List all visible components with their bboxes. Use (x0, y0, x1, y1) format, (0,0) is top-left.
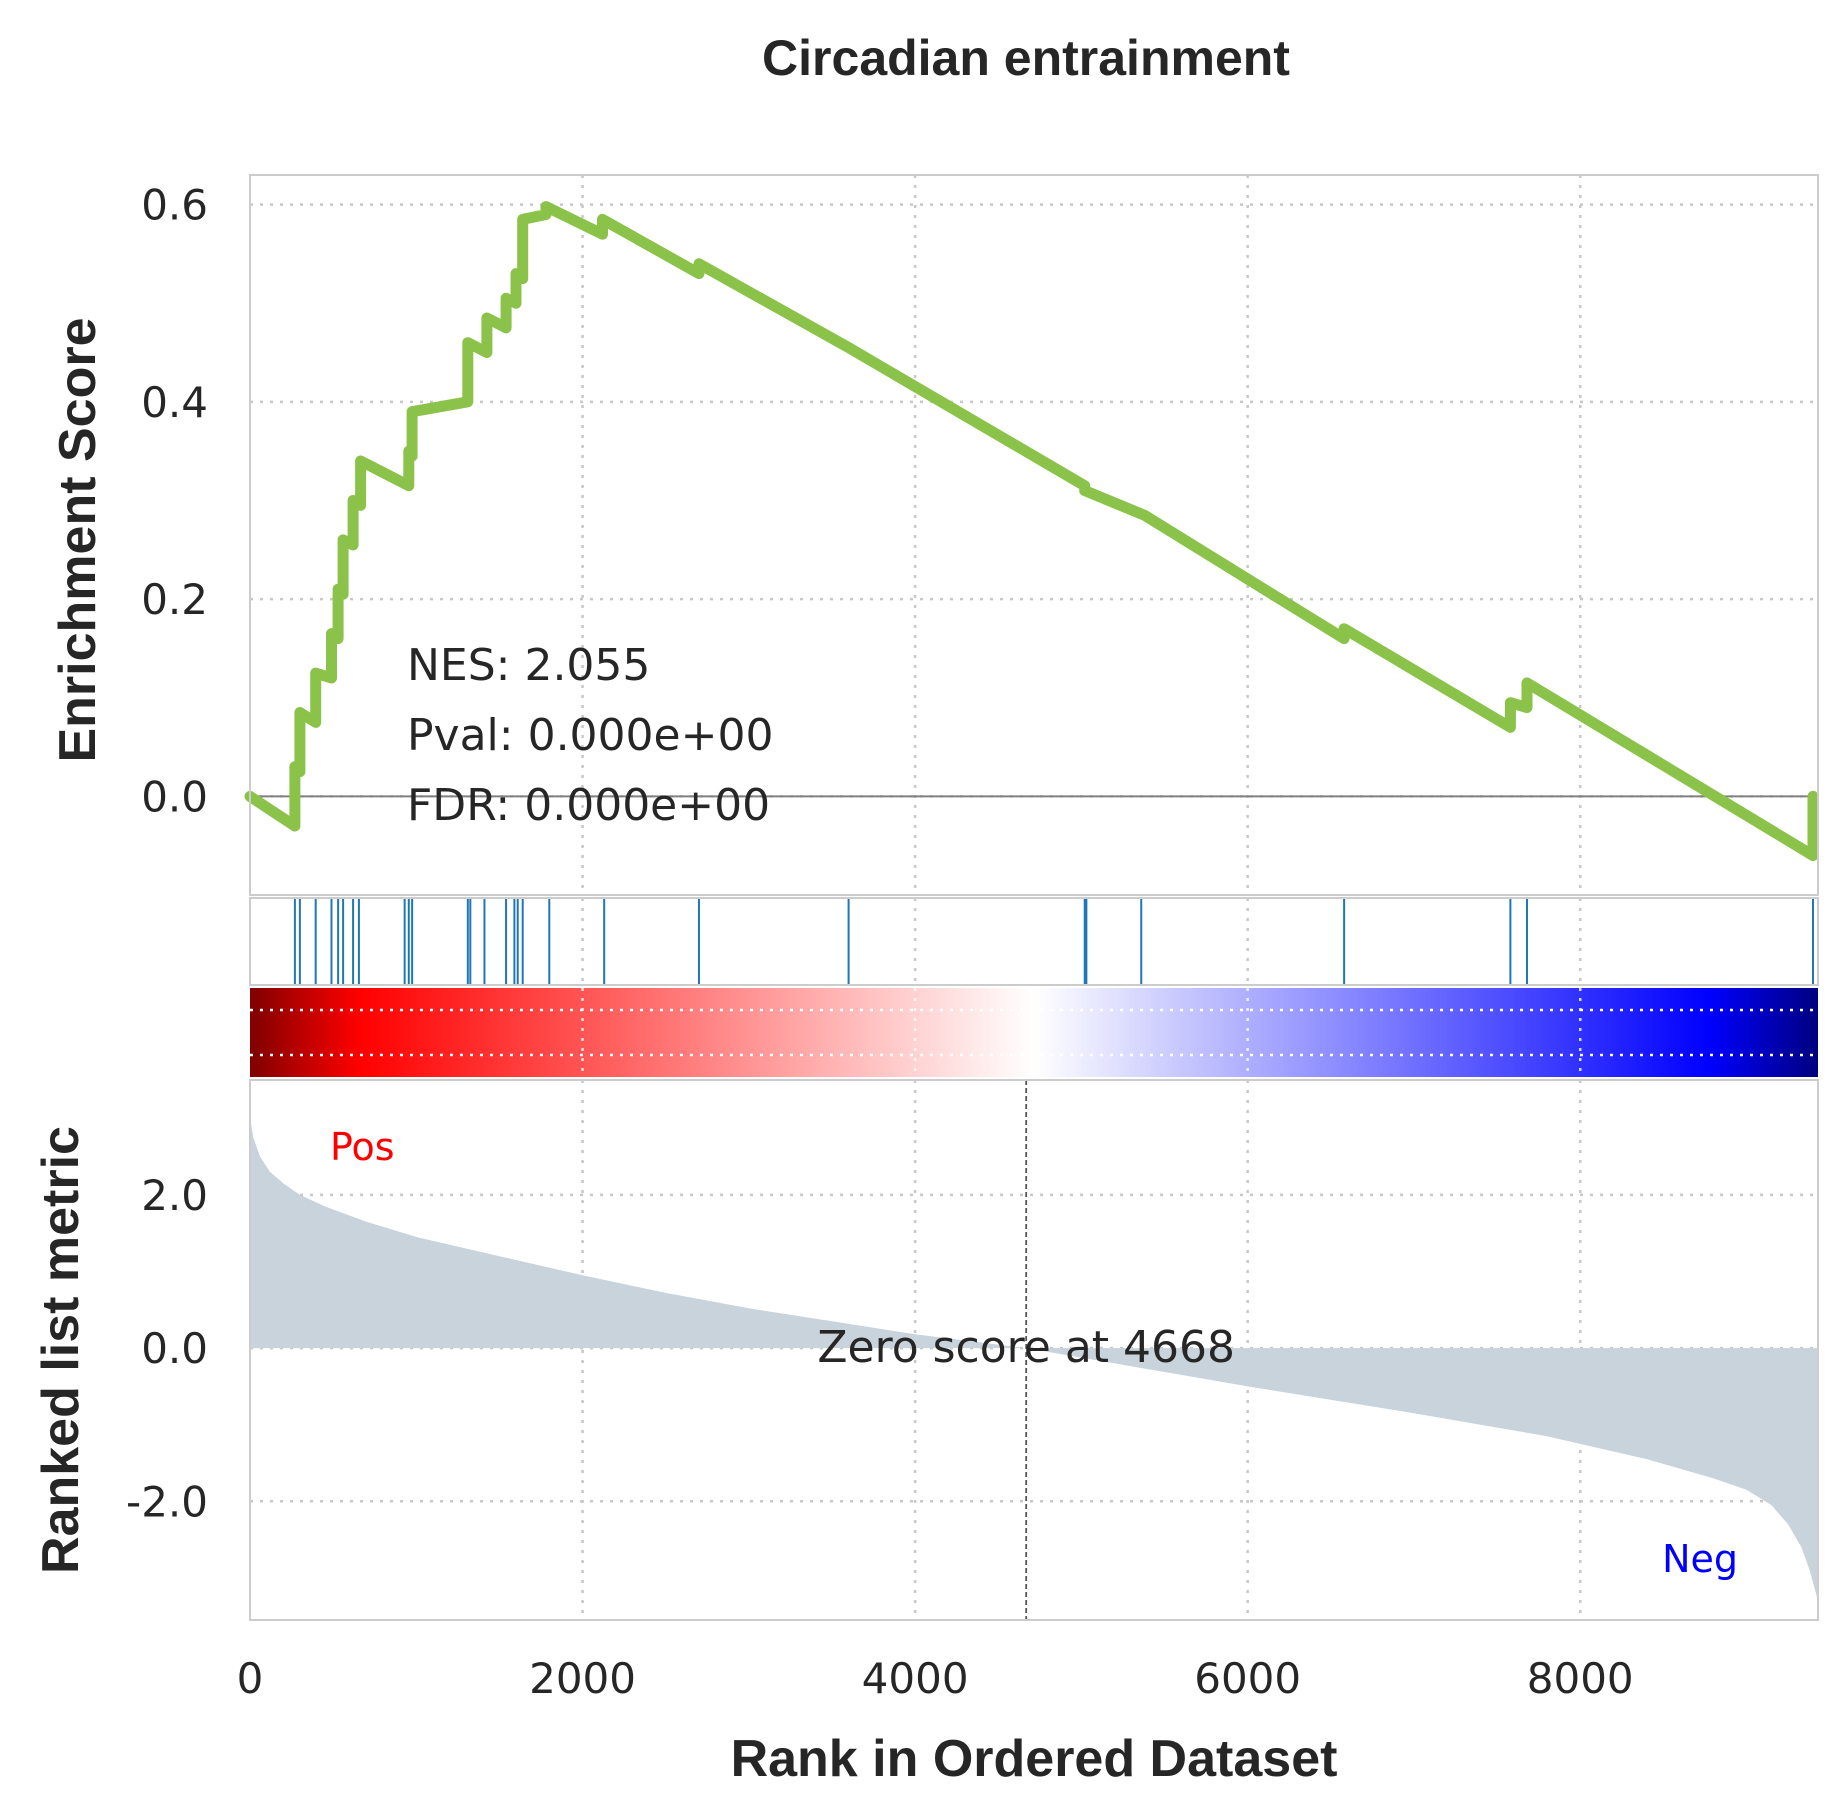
ranked-y-tick-label: 2.0 (141, 1171, 208, 1220)
chart-title: Circadian entrainment (762, 30, 1290, 86)
enrichment-panel: 0.00.20.40.6 NES: 2.055 Pval: 0.000e+00 … (49, 174, 1819, 896)
enrichment-score-curve (244, 201, 1819, 861)
enrichment-y-tick-label: 0.6 (141, 181, 208, 230)
hits-panel (249, 897, 1819, 986)
x-tick-label: 2000 (529, 1654, 636, 1703)
nes-annotation: NES: 2.055 (407, 640, 650, 691)
ranked-y-axis-label: Ranked list metric (32, 1126, 90, 1574)
x-tick-label: 6000 (1194, 1654, 1301, 1703)
enrichment-y-tick-label: 0.2 (141, 575, 208, 624)
enrichment-y-axis-label: Enrichment Score (49, 317, 107, 762)
x-tick-label: 4000 (862, 1654, 969, 1703)
ranked-metric-panel: 2.0 0.0 -2.0 Zero score at 4668 Pos Neg Ra… (32, 1079, 1819, 1621)
pval-annotation: Pval: 0.000e+00 (407, 710, 773, 761)
hits-gridlines (581, 898, 1582, 985)
fdr-annotation: FDR: 0.000e+00 (407, 780, 770, 831)
neg-label: Neg (1662, 1537, 1738, 1581)
x-tick-label: 0 (237, 1654, 264, 1703)
hits-panel-frame (249, 897, 1819, 986)
pos-label: Pos (330, 1125, 395, 1169)
ranked-panel-frame (249, 1079, 1819, 1621)
rank-colorbar-gradient (250, 988, 1818, 1077)
enrichment-y-ticks: 0.0 0.2 0.4 0.6 (141, 181, 208, 822)
x-axis-ticks: 0 2000 4000 6000 8000 (237, 1654, 1634, 1703)
ranked-metric-area (250, 1118, 1818, 1601)
x-tick-label: 8000 (1527, 1654, 1634, 1703)
x-axis-label: Rank in Ordered Dataset (731, 1730, 1338, 1788)
ranked-y-tick-label: 0.0 (141, 1324, 208, 1373)
zero-score-label: Zero score at 4668 (817, 1322, 1235, 1373)
enrichment-panel-frame (249, 174, 1819, 896)
rank-colorbar (250, 988, 1818, 1077)
ranked-y-tick-label: -2.0 (126, 1477, 208, 1526)
ranked-y-ticks: 2.0 0.0 -2.0 (126, 1171, 208, 1526)
gene-hit-marks (293, 898, 1815, 985)
enrichment-y-tick-label: 0.0 (141, 772, 208, 821)
colorbar-gridlines (250, 988, 1818, 1077)
enrichment-y-tick-label: 0.4 (141, 378, 208, 427)
